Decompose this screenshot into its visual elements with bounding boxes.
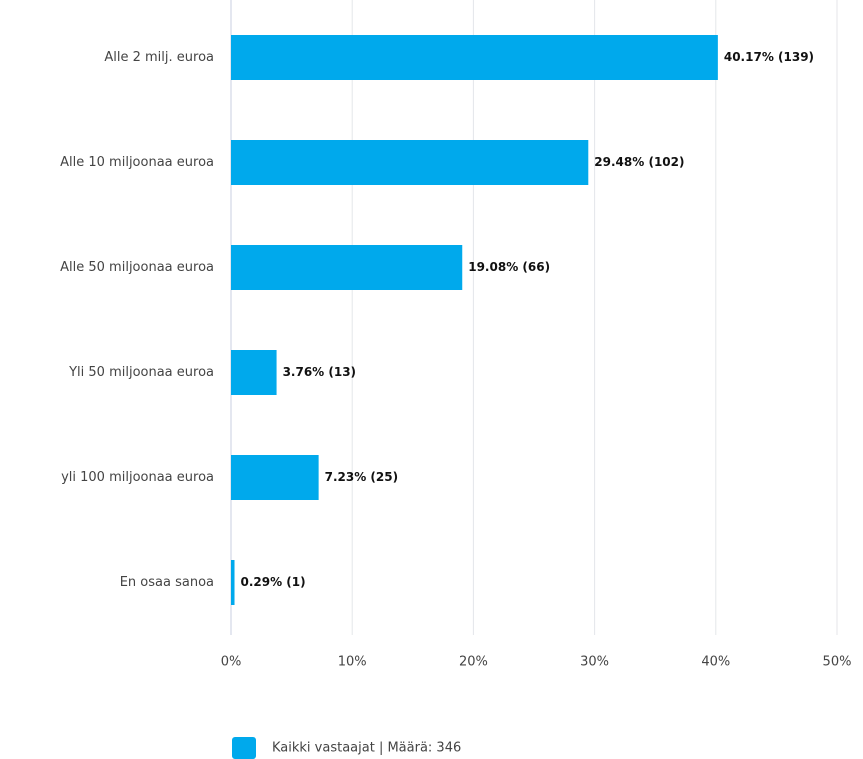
bar	[231, 140, 589, 185]
bar	[231, 35, 718, 80]
x-tick-label: 30%	[580, 655, 609, 670]
legend-swatch	[232, 737, 256, 759]
y-tick-label: Alle 10 miljoonaa euroa	[60, 155, 214, 170]
y-tick-label: Alle 50 miljoonaa euroa	[60, 260, 214, 275]
x-tick-label: 50%	[823, 655, 852, 670]
y-tick-label: En osaa sanoa	[120, 575, 214, 590]
x-tick-label: 0%	[221, 655, 242, 670]
x-tick-label: 20%	[459, 655, 488, 670]
y-tick-label: Yli 50 miljoonaa euroa	[68, 365, 214, 380]
data-label: 19.08% (66)	[468, 260, 550, 274]
x-tick-label: 10%	[338, 655, 367, 670]
y-tick-label: Alle 2 milj. euroa	[104, 50, 214, 65]
bar	[231, 245, 463, 290]
bar	[231, 455, 319, 500]
data-label: 29.48% (102)	[594, 155, 684, 169]
data-label: 7.23% (25)	[325, 470, 398, 484]
bar	[231, 350, 277, 395]
y-tick-label: yli 100 miljoonaa euroa	[61, 470, 214, 485]
bar	[231, 560, 235, 605]
x-tick-label: 40%	[701, 655, 730, 670]
data-label: 3.76% (13)	[283, 365, 356, 379]
data-label: 0.29% (1)	[241, 575, 306, 589]
legend-label: Kaikki vastaajat | Määrä: 346	[272, 741, 461, 756]
data-label: 40.17% (139)	[724, 50, 814, 64]
